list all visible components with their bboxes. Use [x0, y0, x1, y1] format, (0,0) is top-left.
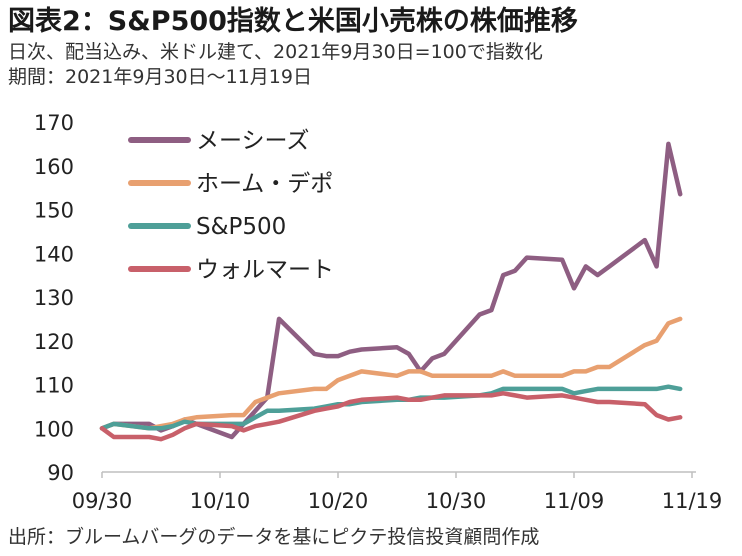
- y-tick-label: 160: [34, 155, 74, 179]
- chart-header: 図表2：S&P500指数と米国小売株の株価推移 日次、配当込み、米ドル建て、20…: [8, 4, 734, 90]
- y-tick-label: 140: [34, 242, 74, 266]
- x-tick-label: 11/19: [662, 489, 723, 513]
- y-tick-label: 110: [34, 374, 74, 398]
- series-line-4: [99, 391, 683, 442]
- x-tick-label: 10/10: [190, 489, 251, 513]
- chart-period: 期間：2021年9月30日～11月19日: [8, 66, 312, 88]
- y-tick-label: 130: [34, 286, 74, 310]
- x-tick-label: 10/20: [308, 489, 369, 513]
- legend-label: メーシーズ: [196, 128, 309, 154]
- axes: 90 100 110 120 130 140 150 160 170 09/30 10/10 10/2…: [34, 111, 722, 513]
- legend-label: S&P500: [196, 214, 286, 240]
- series-line-3: [99, 384, 683, 431]
- chart-title: 図表2：S&P500指数と米国小売株の株価推移: [8, 6, 578, 37]
- y-tick-label: 100: [34, 417, 74, 441]
- source-note: 出所：ブルームバーグのデータを基にピクテ投信投資顧問作成: [8, 526, 540, 548]
- legend-label: ホーム・デポ: [196, 171, 333, 197]
- line-chart: 90 100 110 120 130 140 150 160 170 09/30 10/10 10/2…: [34, 111, 722, 513]
- y-tick-label: 120: [34, 330, 74, 354]
- y-tick-label: 170: [34, 111, 74, 135]
- series-lines: [99, 141, 683, 442]
- y-tick-label: 150: [34, 199, 74, 223]
- x-tick-label: 09/30: [72, 489, 133, 513]
- y-tick-label: 90: [47, 461, 74, 485]
- chart-subtitle: 日次、配当込み、米ドル建て、2021年9月30日=100で指数化: [8, 41, 543, 63]
- series-line-2: [99, 316, 683, 431]
- series-line-1: [99, 141, 683, 440]
- x-tick-label: 11/09: [544, 489, 605, 513]
- x-tick-label: 10/30: [426, 489, 487, 513]
- legend-label: ウォルマート: [196, 257, 334, 283]
